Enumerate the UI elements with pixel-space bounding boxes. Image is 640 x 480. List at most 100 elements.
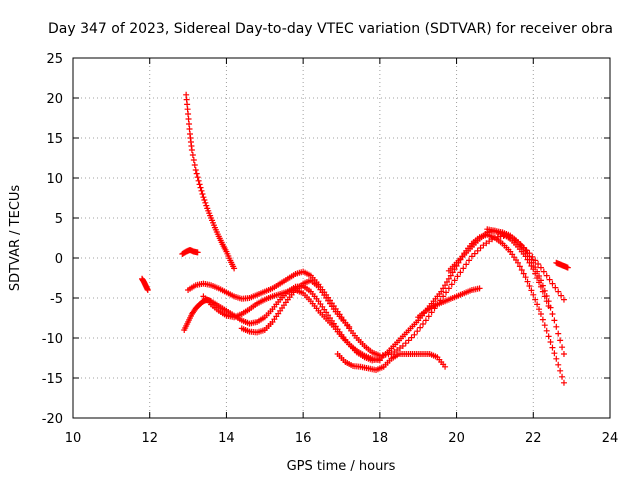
data-point: [537, 311, 544, 317]
x-tick-label: 20: [448, 431, 465, 446]
data-point: [192, 167, 199, 173]
data-point: [442, 363, 449, 370]
series-arc-a: [139, 275, 151, 293]
data-point: [189, 152, 196, 158]
data-points: [139, 91, 571, 386]
data-point: [420, 321, 427, 327]
data-point: [514, 259, 521, 266]
data-point: [198, 187, 205, 194]
y-axis-ticks: -20 -15 -10 -5 0 5 10 15 20 25: [42, 52, 610, 427]
series-arc-c: [179, 247, 201, 257]
data-point: [474, 247, 481, 254]
data-point: [535, 261, 542, 267]
data-point: [524, 250, 531, 257]
data-point: [560, 351, 567, 357]
x-tick-label: 22: [525, 431, 542, 446]
data-point: [532, 296, 539, 303]
data-point: [202, 199, 209, 206]
data-point: [534, 275, 541, 281]
y-tick-label: -10: [42, 332, 63, 347]
data-point: [443, 279, 450, 285]
data-point: [557, 337, 564, 344]
data-point: [448, 281, 455, 288]
data-point: [196, 181, 203, 188]
data-point: [530, 266, 537, 273]
data-point: [545, 303, 552, 309]
data-point: [546, 276, 553, 283]
data-point: [190, 157, 197, 163]
series-arc-i: [415, 285, 483, 321]
x-axis-label: GPS time / hours: [287, 459, 396, 474]
data-point: [445, 275, 452, 282]
data-point: [526, 259, 533, 266]
data-point: [191, 162, 198, 168]
data-point: [476, 285, 483, 292]
data-point: [526, 283, 533, 289]
data-point: [471, 250, 478, 257]
data-point: [551, 317, 558, 324]
series-arc-l: [553, 259, 571, 271]
data-point: [539, 316, 546, 323]
data-point: [231, 265, 238, 272]
data-point: [188, 147, 195, 153]
data-point: [560, 296, 567, 303]
data-point: [559, 373, 566, 380]
data-point: [477, 245, 484, 251]
chart-title: Day 347 of 2023, Sidereal Day-to-day VTE…: [48, 21, 613, 37]
data-point: [532, 270, 539, 277]
data-point: [540, 268, 547, 275]
data-point: [443, 289, 450, 296]
data-point: [539, 288, 546, 295]
x-tick-label: 24: [602, 431, 619, 446]
y-tick-label: 5: [55, 212, 63, 227]
data-point: [522, 274, 529, 281]
plot-frame: [72, 57, 611, 419]
data-point: [440, 293, 447, 300]
series-arc-f: [200, 231, 567, 386]
data-point: [203, 202, 210, 209]
data-point: [468, 253, 475, 260]
grid: [73, 58, 610, 418]
data-point: [537, 283, 544, 290]
data-point: [547, 339, 554, 345]
data-point: [560, 379, 567, 386]
data-point: [549, 344, 556, 351]
data-point: [557, 367, 564, 374]
data-point: [417, 324, 424, 331]
data-point: [408, 334, 415, 341]
y-tick-label: 20: [46, 92, 63, 107]
data-point: [518, 267, 525, 273]
data-point: [536, 306, 543, 313]
data-point: [457, 269, 464, 276]
data-point: [463, 261, 470, 268]
data-point: [543, 298, 550, 305]
data-point: [399, 343, 406, 349]
data-point: [555, 288, 562, 295]
data-point: [194, 249, 201, 256]
data-point: [528, 287, 535, 294]
data-point: [405, 337, 412, 344]
data-point: [537, 264, 544, 271]
data-point: [551, 350, 558, 357]
series-arc-b: [183, 91, 238, 272]
data-point: [414, 328, 421, 335]
data-point: [549, 311, 556, 317]
data-point: [449, 269, 456, 276]
data-point: [195, 177, 202, 184]
data-point: [558, 292, 565, 299]
series-arc-h: [334, 351, 449, 373]
data-point: [442, 282, 449, 289]
y-tick-label: -15: [42, 372, 63, 387]
y-tick-label: -20: [42, 412, 63, 427]
data-point: [528, 263, 535, 269]
data-point: [194, 174, 201, 181]
y-tick-label: 10: [46, 172, 63, 187]
data-point: [555, 330, 562, 337]
data-point: [346, 323, 353, 330]
data-point: [445, 285, 452, 292]
data-point: [543, 272, 550, 279]
y-tick-label: 15: [46, 132, 63, 147]
y-axis-label: SDTVAR / TECUs: [8, 185, 23, 292]
data-point: [534, 301, 541, 308]
